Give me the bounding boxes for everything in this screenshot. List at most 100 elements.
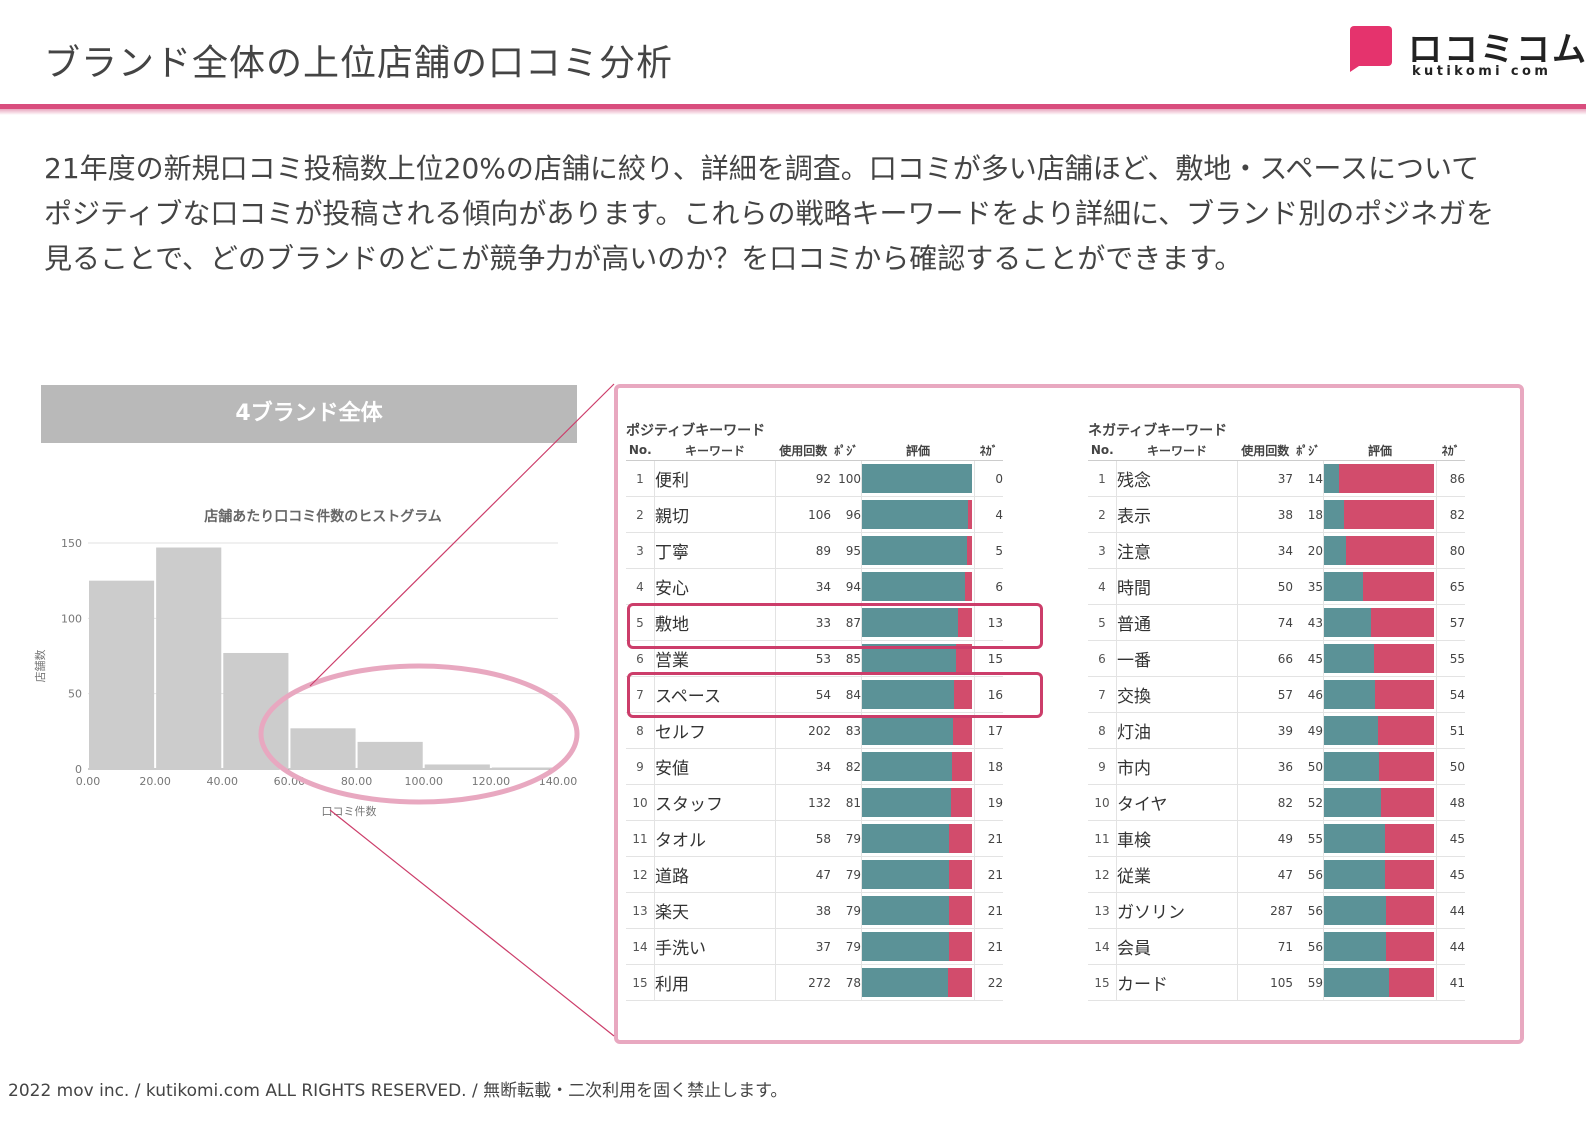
col-header-rating: 評価	[1323, 440, 1437, 461]
negative-score-cell: 51	[1436, 712, 1465, 749]
row-number: 8	[1088, 712, 1117, 749]
table-row: 4 時間 50 35 65	[1088, 568, 1465, 605]
negative-score-cell: 55	[1436, 640, 1465, 677]
rating-bar-positive	[1324, 464, 1340, 493]
col-header-pos: ﾎﾟｼﾞ	[1293, 440, 1324, 461]
rating-bar-negative	[1339, 464, 1434, 493]
table-row: 4 安心 34 94 6	[626, 568, 1003, 605]
rating-bar	[862, 608, 972, 637]
negative-score-cell: 41	[1436, 964, 1465, 1001]
rating-bar-positive	[862, 536, 967, 565]
keyword-cell: 残念	[1116, 460, 1238, 497]
negative-score-cell: 80	[1436, 532, 1465, 569]
table-row: 8 セルフ 202 83 17	[626, 712, 1003, 749]
usage-count-cell: 47	[1237, 856, 1293, 893]
highlight-box-row-7	[627, 672, 1043, 718]
usage-count-cell: 202	[775, 712, 831, 749]
row-number: 5	[626, 604, 655, 641]
positive-score-cell: 96	[831, 496, 862, 533]
col-header-keyword: キーワード	[1116, 440, 1238, 461]
positive-score-cell: 49	[1293, 712, 1324, 749]
negative-score-cell: 17	[974, 712, 1003, 749]
rating-bar-cell	[861, 856, 975, 893]
positive-score-cell: 84	[831, 676, 862, 713]
table-row: 13 楽天 38 79 21	[626, 892, 1003, 929]
brand-logo[interactable]: ロコミコム kutikomi com	[1350, 24, 1586, 80]
negative-score-cell: 0	[974, 460, 1003, 497]
positive-table-body: 1 便利 92 100 0 2 親切 106 96 4 3 丁寧 89 95 5 4 安心 34 94 6 5 敷地 33 8…	[626, 460, 1003, 1001]
keyword-cell: スペース	[654, 676, 776, 713]
table-row: 12 従業 47 56 45	[1088, 856, 1465, 893]
col-header-count: 使用回数	[1237, 440, 1293, 461]
keyword-cell: 丁寧	[654, 532, 776, 569]
usage-count-cell: 36	[1237, 748, 1293, 785]
keyword-cell: ガソリン	[1116, 892, 1238, 929]
row-number: 11	[1088, 820, 1117, 857]
rating-bar	[1324, 716, 1434, 745]
table-row: 3 注意 34 20 80	[1088, 532, 1465, 569]
y-tick-label: 0	[75, 763, 82, 776]
rating-bar-positive	[1324, 644, 1374, 673]
rating-bar	[862, 680, 972, 709]
row-number: 13	[1088, 892, 1117, 929]
positive-score-cell: 43	[1293, 604, 1324, 641]
logo-subtext: kutikomi com	[1412, 64, 1552, 79]
negative-score-cell: 5	[974, 532, 1003, 569]
rating-bar	[1324, 968, 1434, 997]
usage-count-cell: 287	[1237, 892, 1293, 929]
usage-count-cell: 66	[1237, 640, 1293, 677]
usage-count-cell: 37	[775, 928, 831, 965]
rating-bar-cell	[1323, 604, 1437, 641]
rating-bar-negative	[1362, 572, 1434, 601]
table-row: 12 道路 47 79 21	[626, 856, 1003, 893]
rating-bar-cell	[861, 568, 975, 605]
usage-count-cell: 34	[1237, 532, 1293, 569]
negative-score-cell: 18	[974, 748, 1003, 785]
table-row: 5 普通 74 43 57	[1088, 604, 1465, 641]
keyword-cell: 従業	[1116, 856, 1238, 893]
rating-bar-negative	[967, 500, 972, 529]
table-row: 13 ガソリン 287 56 44	[1088, 892, 1465, 929]
negative-score-cell: 21	[974, 820, 1003, 857]
row-number: 13	[626, 892, 655, 929]
rating-bar-cell	[1323, 784, 1437, 821]
positive-score-cell: 46	[1293, 676, 1324, 713]
rating-bar	[1324, 464, 1434, 493]
x-axis-label: 口コミ件数	[322, 805, 377, 818]
negative-score-cell: 50	[1436, 748, 1465, 785]
rating-bar-positive	[1324, 572, 1363, 601]
table-row: 14 手洗い 37 79 21	[626, 928, 1003, 965]
rating-bar-negative	[948, 824, 972, 853]
rating-bar-positive	[862, 680, 955, 709]
copyright-footer: 2022 mov inc. / kutikomi.com ALL RIGHTS …	[8, 1081, 788, 1101]
y-tick-label: 50	[68, 688, 82, 701]
rating-bar-negative	[952, 752, 972, 781]
histogram-bar	[424, 764, 490, 769]
rating-bar	[862, 968, 972, 997]
x-tick-label: 120.00	[472, 775, 511, 788]
positive-score-cell: 56	[1293, 856, 1324, 893]
positive-score-cell: 20	[1293, 532, 1324, 569]
table-row: 15 カード 105 59 41	[1088, 964, 1465, 1001]
rating-bar-cell	[1323, 676, 1437, 713]
histogram-bar	[223, 652, 289, 769]
usage-count-cell: 105	[1237, 964, 1293, 1001]
positive-score-cell: 14	[1293, 460, 1324, 497]
usage-count-cell: 49	[1237, 820, 1293, 857]
usage-count-cell: 34	[775, 568, 831, 605]
rating-bar-negative	[1385, 896, 1434, 925]
row-number: 10	[626, 784, 655, 821]
keyword-cell: 親切	[654, 496, 776, 533]
histogram-bar	[89, 580, 155, 769]
rating-bar-negative	[1385, 932, 1434, 961]
col-header-no: No.	[1088, 440, 1117, 461]
rating-bar-negative	[947, 968, 972, 997]
row-number: 8	[626, 712, 655, 749]
rating-bar	[1324, 608, 1434, 637]
rating-bar-positive	[1324, 824, 1385, 853]
row-number: 14	[626, 928, 655, 965]
negative-score-cell: 54	[1436, 676, 1465, 713]
x-tick-label: 80.00	[341, 775, 373, 788]
x-tick-label: 20.00	[139, 775, 171, 788]
